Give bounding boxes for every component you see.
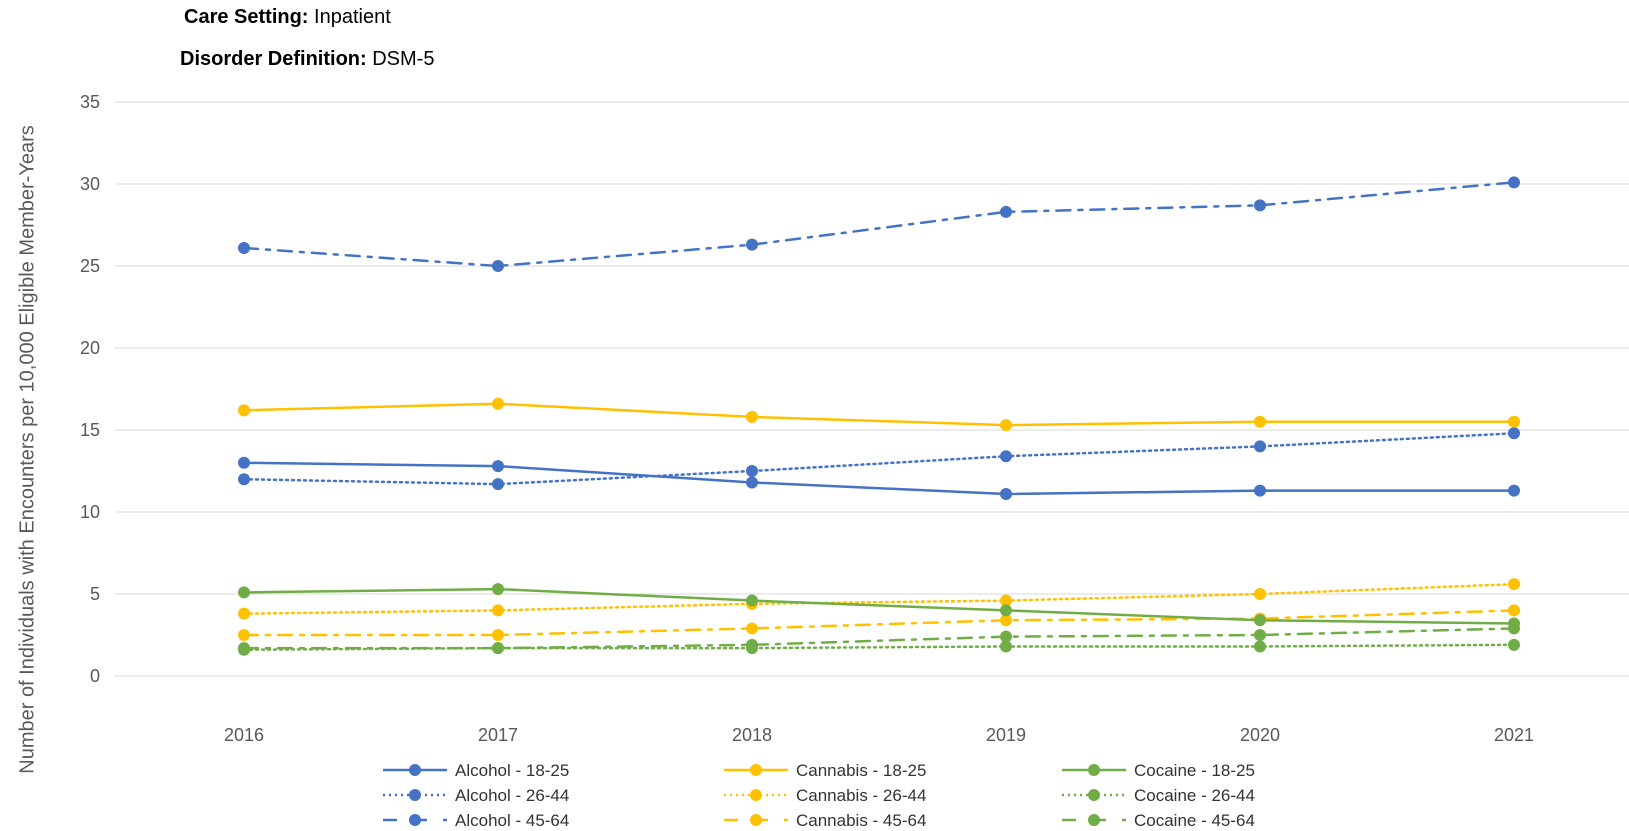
data-point-1-5	[1508, 427, 1520, 440]
definition-label: Disorder Definition:	[180, 48, 367, 70]
data-point-3-5	[1508, 415, 1520, 428]
legend-label-1: Alcohol - 26-44	[455, 786, 569, 805]
series-line-1	[242, 432, 1516, 486]
data-point-1-0	[238, 473, 250, 486]
legend-swatch-marker-3	[750, 764, 762, 776]
data-point-8-2	[746, 638, 758, 651]
data-point-5-0	[238, 629, 250, 641]
data-point-7-3	[1000, 640, 1012, 653]
data-point-3-2	[746, 410, 758, 423]
legend-swatch-marker-7	[1088, 789, 1100, 801]
care-setting-value: Inpatient	[314, 6, 391, 28]
legend-swatch-marker-8	[1088, 814, 1100, 826]
legend-label-5: Cannabis - 45-64	[796, 811, 926, 830]
y-tick-label-25: 25	[80, 256, 100, 276]
data-point-3-4	[1254, 415, 1266, 428]
data-point-8-4	[1254, 629, 1266, 641]
legend-label-2: Alcohol - 45-64	[455, 811, 569, 830]
data-point-3-3	[1000, 419, 1012, 432]
series-line-3	[242, 402, 1516, 427]
y-tick-label-0: 0	[90, 666, 100, 686]
legend-label-6: Cocaine - 18-25	[1134, 761, 1255, 780]
legend-swatch-marker-5	[750, 814, 762, 826]
data-point-3-1	[492, 397, 504, 410]
data-point-5-3	[1000, 614, 1012, 627]
series-line-0	[242, 461, 1516, 496]
data-point-0-1	[492, 460, 504, 473]
x-tick-label-2019: 2019	[986, 725, 1026, 745]
data-point-2-4	[1254, 199, 1266, 212]
data-point-0-0	[238, 456, 250, 469]
data-point-2-2	[746, 238, 758, 251]
data-point-0-3	[1000, 487, 1012, 500]
care-setting-label: Care Setting:	[184, 6, 309, 28]
legend-label-4: Cannabis - 26-44	[796, 786, 926, 805]
series-line-6	[242, 587, 1516, 625]
data-point-0-2	[746, 476, 758, 489]
data-point-4-3	[1000, 594, 1012, 607]
legend-swatch-marker-0	[409, 764, 421, 776]
y-tick-label-10: 10	[80, 502, 100, 522]
y-tick-label-20: 20	[80, 338, 100, 358]
data-point-2-5	[1508, 176, 1520, 189]
y-tick-label-15: 15	[80, 420, 100, 440]
data-point-8-1	[492, 642, 504, 655]
data-point-2-3	[1000, 205, 1012, 218]
y-tick-label-35: 35	[80, 92, 100, 112]
legend-label-0: Alcohol - 18-25	[455, 761, 569, 780]
data-point-6-4	[1254, 614, 1266, 627]
series-line-8	[242, 627, 1516, 650]
data-point-4-0	[238, 607, 250, 620]
data-point-6-3	[1000, 604, 1012, 617]
data-point-1-4	[1254, 440, 1266, 453]
data-point-2-0	[238, 241, 250, 254]
legend-label-7: Cocaine - 26-44	[1134, 786, 1255, 805]
y-tick-label-30: 30	[80, 174, 100, 194]
data-point-4-4	[1254, 588, 1266, 600]
care-setting-line: Care Setting: Inpatient	[184, 6, 391, 29]
data-point-8-5	[1508, 622, 1520, 635]
data-point-3-0	[238, 404, 250, 417]
series-line-7	[242, 643, 1516, 652]
legend-swatch-marker-1	[409, 789, 421, 801]
data-point-4-5	[1508, 578, 1520, 591]
data-point-2-1	[492, 260, 504, 272]
data-point-0-4	[1254, 484, 1266, 497]
legend-swatch-marker-6	[1088, 764, 1100, 776]
data-point-5-1	[492, 629, 504, 641]
data-point-7-4	[1254, 640, 1266, 653]
x-tick-label-2016: 2016	[224, 725, 264, 745]
x-tick-label-2020: 2020	[1240, 725, 1280, 745]
x-tick-label-2018: 2018	[732, 725, 772, 745]
data-point-1-3	[1000, 450, 1012, 463]
legend-label-3: Cannabis - 18-25	[796, 761, 926, 780]
data-point-5-5	[1508, 604, 1520, 617]
data-point-0-5	[1508, 484, 1520, 497]
data-point-1-2	[746, 465, 758, 477]
data-point-6-2	[746, 594, 758, 607]
data-point-1-1	[492, 478, 504, 491]
data-point-4-1	[492, 604, 504, 617]
data-point-6-1	[492, 583, 504, 596]
series-line-5	[242, 609, 1516, 637]
data-point-5-2	[746, 622, 758, 635]
y-tick-label-5: 5	[90, 584, 100, 604]
series-line-4	[242, 582, 1516, 615]
data-point-8-0	[238, 642, 250, 655]
series-line-2	[242, 181, 1516, 268]
x-tick-label-2017: 2017	[478, 725, 518, 745]
x-tick-label-2021: 2021	[1494, 725, 1534, 745]
legend-swatch-marker-2	[409, 814, 421, 826]
legend-swatch-marker-4	[750, 789, 762, 801]
data-point-6-0	[238, 586, 250, 599]
definition-value: DSM-5	[372, 48, 435, 70]
data-point-8-3	[1000, 630, 1012, 643]
data-point-7-5	[1508, 638, 1520, 651]
definition-line: Disorder Definition: DSM-5	[180, 48, 434, 71]
legend-label-8: Cocaine - 45-64	[1134, 811, 1255, 830]
